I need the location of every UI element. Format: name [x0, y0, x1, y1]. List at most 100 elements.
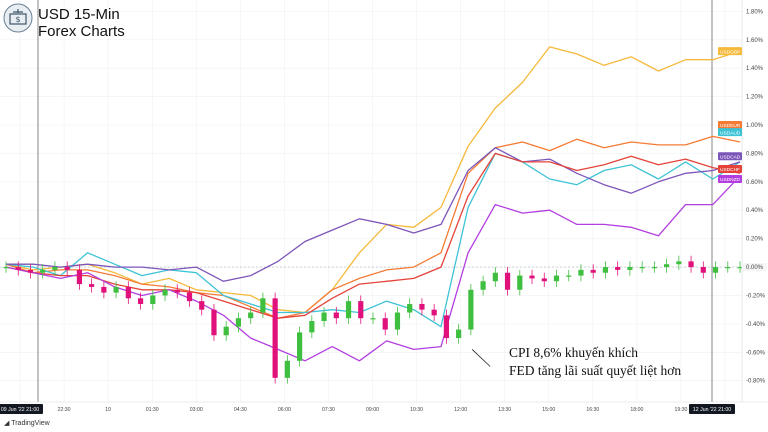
candle [382, 318, 388, 330]
candle [590, 269, 596, 273]
series-line-usdcad[interactable] [6, 147, 741, 282]
candle [309, 321, 315, 333]
candle [419, 303, 425, 310]
candle [456, 329, 462, 339]
cpi-annotation-line1: CPI 8,6% khuyến khích [509, 345, 638, 360]
candle [76, 269, 82, 285]
candle [700, 267, 706, 273]
candle [688, 261, 694, 268]
candle [517, 275, 523, 290]
series-value-tag [718, 121, 742, 130]
candle [52, 267, 58, 270]
candle [504, 272, 511, 290]
series-line-usdeur[interactable] [5, 135, 741, 319]
candle [235, 318, 242, 327]
price-axis-panel [742, 0, 768, 402]
candle [676, 261, 682, 265]
y-tick-label: 0.40% [746, 208, 764, 214]
x-tick-label: 06:00 [278, 407, 291, 413]
series-value-tag [718, 47, 742, 56]
x-tick-label: 07:30 [322, 407, 335, 413]
zero-axis-tag [743, 263, 767, 272]
y-tick-label: 1.80% [746, 9, 764, 15]
series-value-tag [718, 128, 742, 137]
series-value-tag-label: USDAUD [720, 130, 741, 136]
candle [272, 298, 278, 378]
candle [737, 267, 743, 269]
series-value-tag [718, 174, 742, 183]
candle [651, 267, 657, 269]
candle [321, 312, 327, 322]
y-tick-label: 1.00% [746, 123, 764, 129]
x-tick-label: 16:30 [586, 407, 599, 413]
candle [113, 286, 119, 293]
candle [394, 312, 401, 330]
candle [211, 309, 217, 336]
tradingview-brand: ◢ TradingView [4, 419, 50, 427]
candle [248, 312, 254, 319]
x-tick-label: 12 Jun '22 21:00 [693, 407, 731, 413]
zero-axis-tag-label: 0.00% [746, 265, 764, 271]
y-tick-label: 1.40% [746, 66, 764, 72]
candle [297, 332, 303, 361]
candle [468, 289, 474, 330]
candle [284, 360, 290, 378]
tradingview-label: TradingView [11, 420, 50, 427]
candle [333, 312, 339, 319]
time-axis-marker [689, 404, 735, 414]
event-pointer [471, 349, 491, 367]
candle [199, 301, 205, 310]
candle [162, 289, 168, 296]
candle [553, 275, 560, 282]
candle [639, 267, 645, 269]
series-value-tag-label: USDEUR [720, 123, 741, 129]
x-tick-label: 01:30 [146, 407, 159, 413]
candle [664, 264, 670, 268]
candle [223, 326, 229, 336]
x-tick-label: 12:00 [454, 407, 467, 413]
candle [480, 281, 486, 290]
series-value-tag-label: USDCHF [720, 167, 740, 173]
candle [186, 292, 193, 302]
series-value-tag [718, 152, 742, 161]
y-tick-label: -0.40% [746, 322, 766, 328]
tradingview-icon: ◢ [4, 420, 12, 427]
x-tick-label: 13:30 [498, 407, 511, 413]
x-tick-label: 18:00 [630, 407, 643, 413]
cpi-annotation-line2: FED tăng lãi suất quyết liệt hơn [509, 363, 682, 378]
candle [150, 295, 156, 304]
candle [615, 267, 621, 270]
candle [64, 267, 70, 270]
candle [407, 303, 413, 313]
series-line-usdaud[interactable] [5, 152, 741, 328]
candle [27, 269, 34, 273]
chart-title-line1: USD 15-Min [38, 6, 120, 23]
x-tick-label: 22:30 [58, 407, 71, 413]
y-tick-label: -0.60% [746, 350, 766, 356]
y-tick-label: 1.20% [746, 95, 764, 101]
series-line-usdgbp[interactable] [5, 46, 741, 314]
series-value-tag-label: USDCAD [720, 154, 741, 160]
x-tick-label: 10 [105, 407, 111, 413]
series-value-tag-label: USDNZD [720, 177, 741, 183]
candle [89, 284, 95, 287]
candle [431, 309, 437, 316]
svg-text:$: $ [15, 15, 20, 24]
x-tick-label: 09:00 [366, 407, 379, 413]
y-tick-label: 0.20% [746, 237, 764, 243]
series-value-tag [718, 165, 742, 174]
x-tick-label: 09 Jun '22 21:00 [1, 407, 39, 413]
candle [345, 301, 352, 319]
candle [712, 267, 719, 273]
candle [101, 286, 107, 293]
candle [260, 298, 266, 313]
candle [443, 315, 449, 339]
y-tick-label: 0.60% [746, 180, 764, 186]
forexcharts-logo-icon: $ [3, 3, 33, 33]
time-axis-marker [0, 404, 43, 414]
x-tick-label: 04:30 [234, 407, 247, 413]
candle [3, 267, 9, 269]
time-axis-panel [0, 402, 768, 432]
